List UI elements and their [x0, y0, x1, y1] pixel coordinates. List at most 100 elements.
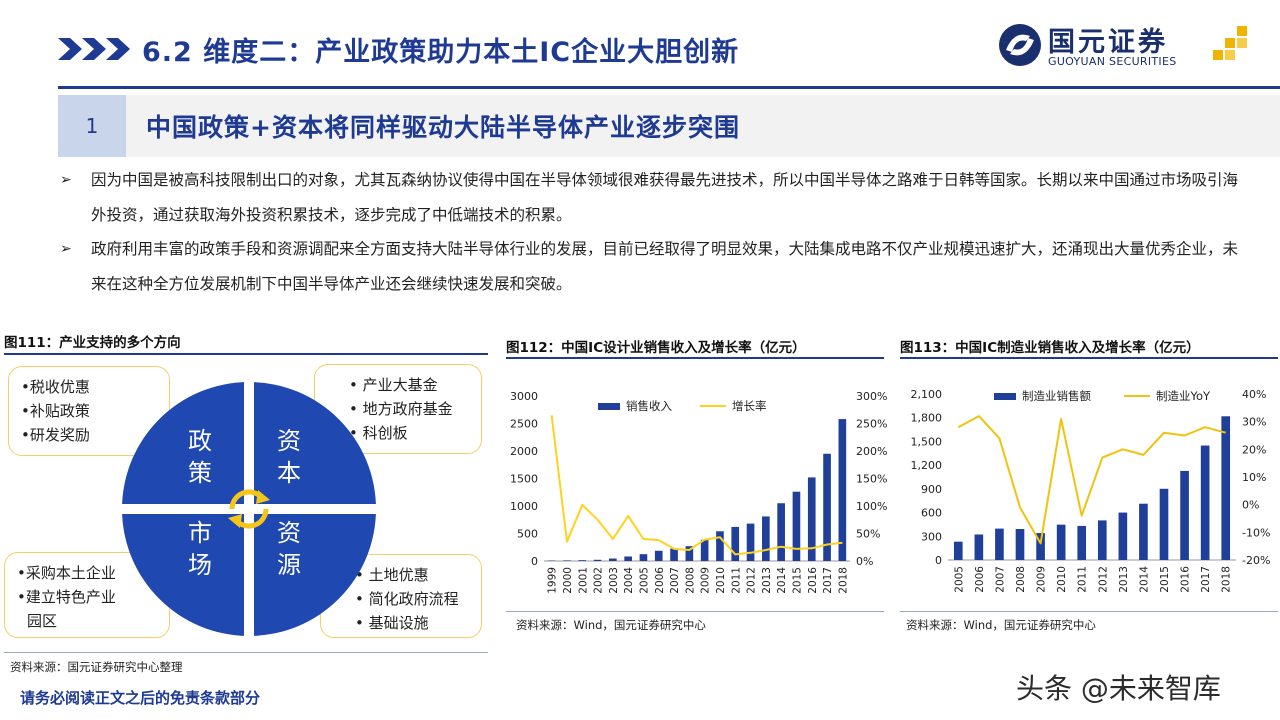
x-tick-label: 1999	[547, 567, 559, 594]
figure-113-source: 资料来源：Wind，国元证券研究中心	[906, 618, 1096, 632]
bar	[624, 556, 632, 561]
figure-111-rule	[4, 353, 488, 355]
figure-112-rule	[506, 357, 884, 359]
x-tick-label: 2008	[684, 567, 696, 594]
y-tick-right: 250%	[856, 418, 887, 431]
x-tick-label: 2009	[700, 567, 712, 594]
x-tick-label: 2016	[1180, 566, 1192, 593]
bar	[1056, 524, 1066, 560]
company-logo: 国元证券 GUOYUAN SECURITIES	[996, 18, 1254, 74]
y-tick-right: 10%	[1242, 471, 1266, 484]
bar	[995, 528, 1004, 560]
y-tick-right: -20%	[1242, 554, 1270, 567]
x-tick-label: 2007	[994, 566, 1006, 593]
bar	[1221, 416, 1231, 560]
y-tick-left: 0	[935, 554, 942, 567]
ic-design-chart: 0 500 1000 1500 2000 2500 3000 0% 50% 100% 150% 200…	[510, 390, 887, 594]
bullet-text: 因为中国是被高科技限制出口的对象，尤其瓦森纳协议使得中国在半导体领域很难获得最先…	[91, 171, 1239, 224]
x-tick-label: 2009	[1036, 566, 1048, 593]
guoyuan-logo-icon	[999, 24, 1041, 66]
x-tick-label: 2001	[577, 567, 589, 594]
bar	[777, 503, 785, 561]
market-item: •建立特色产业	[17, 588, 116, 606]
figure-111-title: 图111：产业支持的多个方向	[4, 335, 181, 351]
bar	[974, 534, 984, 560]
x-tick-label: 2010	[715, 567, 727, 594]
x-tick-label: 2013	[1118, 566, 1130, 593]
page-title: 6.2 维度二：产业政策助力本土IC企业大胆创新	[142, 37, 740, 68]
x-tick-label: 2011	[1077, 566, 1089, 593]
bar	[807, 477, 816, 561]
disclaimer-text: 请务必阅读正文之后的免责条款部分	[20, 689, 261, 707]
y-tick-left: 900	[921, 483, 942, 496]
logo-name: 国元证券	[1048, 27, 1168, 58]
bar	[1159, 488, 1169, 560]
bullet-paragraph: ➢ 政府利用丰富的政策手段和资源调配来全方面支持大陆半导体行业的发展，目前已经取…	[60, 232, 1240, 302]
bullet-marker: ➢	[60, 172, 72, 188]
y-tick-left: 1,500	[911, 435, 943, 448]
y-tick-right: 20%	[1242, 443, 1266, 456]
section-title: 中国政策+资本将同样驱动大陆半导体产业逐步突围	[146, 113, 740, 142]
y-tick-right: 50%	[856, 528, 880, 541]
x-tick-label: 2008	[1015, 566, 1027, 593]
chevron-arrows-icon	[58, 38, 130, 60]
bar	[731, 526, 740, 561]
x-tick-label: 2004	[623, 567, 635, 594]
legend-line-label: 增长率	[732, 399, 767, 413]
figure-113-bottom-rule	[900, 611, 1278, 612]
bar	[670, 548, 678, 561]
quadrant-resource-label-2: 源	[277, 551, 301, 579]
x-tick-label: 2017	[1200, 566, 1212, 593]
bar	[1036, 533, 1045, 560]
bar	[746, 523, 755, 561]
bar	[685, 546, 694, 561]
market-item: •采购本土企业	[17, 564, 116, 582]
x-tick-label: 2002	[593, 567, 605, 594]
bullet-marker: ➢	[60, 241, 72, 257]
bar	[1180, 470, 1189, 560]
legend-bar-swatch	[598, 403, 620, 410]
quadrant-market-label-1: 市	[188, 519, 212, 547]
y-tick-left: 500	[517, 528, 538, 541]
logo-english-name: GUOYUAN SECURITIES	[1048, 55, 1177, 68]
market-item: 园区	[27, 612, 58, 630]
x-tick-label: 2014	[1138, 566, 1150, 593]
x-tick-label: 2011	[730, 567, 742, 594]
x-tick-label: 2014	[776, 567, 788, 594]
logo-squares-icon	[1213, 26, 1247, 60]
bar	[609, 558, 617, 561]
x-tick-label: 2013	[761, 567, 773, 594]
bar	[762, 516, 770, 561]
figure-113-title: 图113：中国IC制造业销售收入及增长率（亿元）	[900, 340, 1200, 356]
bar	[593, 559, 602, 561]
quadrant-capital-label-2: 本	[277, 459, 301, 487]
bar	[700, 539, 709, 561]
bar	[792, 491, 801, 561]
x-tick-label: 2012	[746, 567, 758, 594]
policy-item: •税收优惠	[21, 378, 90, 396]
bar	[1200, 445, 1210, 560]
figure-113-rule	[900, 357, 1278, 359]
x-tick-label: 2017	[822, 567, 834, 594]
resource-item: • 基础设施	[355, 614, 429, 632]
bar	[953, 541, 963, 560]
y-tick-left: 600	[921, 507, 942, 520]
quadrant-capital-label-1: 资	[277, 427, 301, 455]
y-tick-left: 300	[921, 530, 942, 543]
bar	[1077, 525, 1087, 560]
x-tick-label: 2016	[807, 567, 819, 594]
x-tick-label: 2015	[1159, 566, 1171, 593]
x-tick-label: 2006	[974, 566, 986, 593]
y-tick-right: 150%	[856, 473, 887, 486]
figure-111-source: 资料来源：国元证券研究中心整理	[10, 660, 183, 674]
x-tick-label: 2000	[562, 567, 574, 594]
bar	[838, 419, 847, 561]
legend-line-label: 制造业YoY	[1156, 389, 1211, 403]
x-tick-label: 2015	[791, 567, 803, 594]
capital-item: • 科创板	[349, 424, 408, 442]
x-tick-label: 2018	[1221, 566, 1233, 593]
y-tick-right: 100%	[856, 500, 887, 513]
y-tick-left: 2500	[510, 418, 538, 431]
quadrant-policy-label-2: 策	[188, 459, 212, 487]
policy-item: •研发奖励	[21, 426, 90, 444]
